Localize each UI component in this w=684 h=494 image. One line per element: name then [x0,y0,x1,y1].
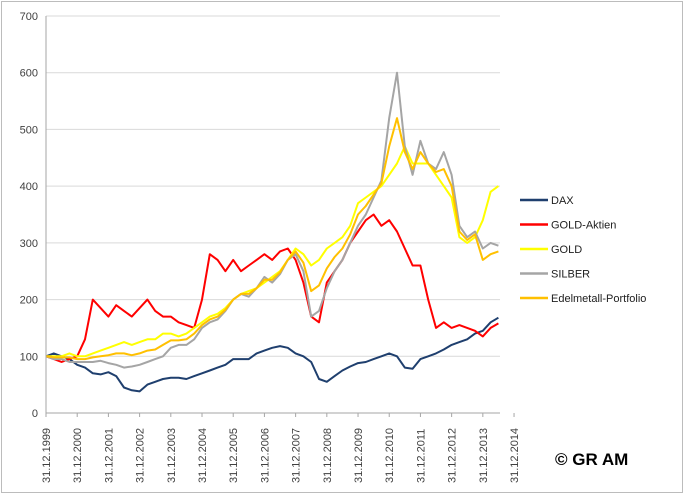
x-tick-label: 31.12.2010 [384,428,396,483]
x-tick-label: 31.12.2011 [415,429,427,483]
x-tick-label: 31.12.2013 [478,428,490,483]
y-tick-label: 200 [20,295,38,307]
x-tick-label: 31.12.2006 [259,428,271,483]
x-tick-label: 31.12.2005 [228,428,240,483]
x-tick-label: 31.12.2009 [353,428,365,483]
x-tick-label: 31.12.2004 [197,428,209,483]
series-line-gold-aktien [45,213,499,363]
y-tick-label: 300 [20,238,38,250]
x-tick-label: 31.12.2000 [72,428,84,483]
legend-label: DAX [551,195,574,207]
legend-label: Edelmetall-Portfolio [551,293,646,305]
y-tick-label: 400 [20,181,38,193]
copyright-label: © GR AM [555,450,629,469]
x-tick-label: 31.12.2007 [291,428,303,483]
legend-label: GOLD-Aktien [551,220,616,232]
y-tick-label: 600 [20,68,38,80]
x-tick-label: 31.12.2012 [447,428,459,483]
series-line-silber [45,71,499,369]
x-tick-label: 31.12.2003 [166,428,178,483]
y-tick-label: 0 [32,408,38,420]
y-tick-label: 100 [20,351,38,363]
x-tick-label: 31.12.2008 [322,428,334,483]
y-tick-label: 700 [20,11,38,23]
x-tick-label: 31.12.2001 [103,428,115,483]
series-line-edelmetall-portfolio [45,117,499,361]
y-tick-label: 500 [20,124,38,136]
series-line-dax [45,316,499,393]
x-tick-label: 31.12.1999 [41,428,53,483]
x-tick-label: 31.12.2014 [509,428,521,483]
x-tick-label: 31.12.2002 [135,428,147,483]
series-line-gold [46,145,499,358]
legend-label: SILBER [551,269,590,281]
legend-label: GOLD [551,244,582,256]
